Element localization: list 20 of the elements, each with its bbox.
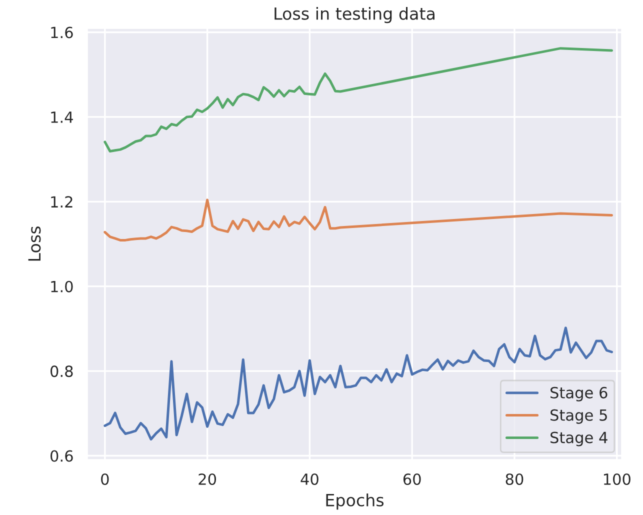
x-tick-label: 0 (101, 473, 109, 486)
chart-title: Loss in testing data (274, 7, 434, 24)
legend-label: Stage 5 (550, 409, 607, 424)
legend-label: Stage 6 (550, 386, 608, 402)
x-tick-label: 40 (300, 473, 318, 486)
legend-label: Stage 4 (550, 432, 608, 446)
x-axis-title: Epochs (326, 494, 384, 510)
line-series (104, 198, 614, 242)
x-tick-label: 100 (604, 473, 630, 486)
x-tick-label: 20 (198, 473, 216, 486)
line-series (104, 47, 614, 152)
y-tick-label: 1.2 (51, 196, 72, 208)
y-tick-label: 1.4 (51, 112, 73, 123)
y-tick-label: 0.8 (50, 366, 73, 378)
y-tick-label: 1.6 (51, 26, 73, 38)
y-tick-label: 1.0 (51, 280, 73, 292)
y-tick-label: 0.6 (50, 450, 73, 462)
x-tick-label: 60 (403, 473, 421, 486)
y-axis-title: Loss (28, 226, 41, 261)
x-tick-label: 80 (506, 473, 524, 486)
